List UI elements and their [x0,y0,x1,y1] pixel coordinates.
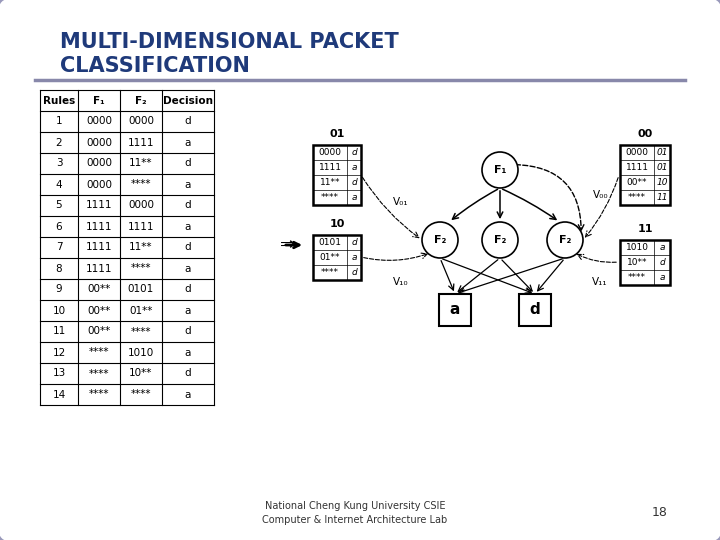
Text: ****: **** [131,327,151,336]
Text: d: d [659,258,665,267]
Text: a: a [185,348,192,357]
Text: F₂: F₂ [135,96,147,105]
FancyBboxPatch shape [620,240,670,285]
Text: F₂: F₂ [434,235,446,245]
Circle shape [422,222,458,258]
Text: 0000: 0000 [86,179,112,190]
Text: a: a [660,273,665,282]
Text: 12: 12 [53,348,66,357]
Text: 01: 01 [656,148,667,157]
Text: 11**: 11** [320,178,341,187]
Text: 0101: 0101 [128,285,154,294]
Text: F₁: F₁ [93,96,105,105]
Text: a: a [351,253,356,262]
Text: 1111: 1111 [86,221,112,232]
Text: 5: 5 [55,200,63,211]
Text: 1: 1 [55,117,63,126]
Text: ⇒: ⇒ [280,236,296,254]
Circle shape [482,222,518,258]
FancyBboxPatch shape [519,294,551,326]
Text: V₀₁: V₀₁ [393,197,409,207]
Text: d: d [351,238,357,247]
Text: 2: 2 [55,138,63,147]
Text: a: a [185,389,192,400]
Text: d: d [351,178,357,187]
Text: 01**: 01** [320,253,341,262]
Text: 1010: 1010 [626,243,649,252]
Text: 9: 9 [55,285,63,294]
Text: 3: 3 [55,159,63,168]
Circle shape [482,152,518,188]
Text: V₁₀: V₁₀ [393,277,409,287]
Text: V₀₀: V₀₀ [593,190,609,200]
Text: d: d [185,242,192,253]
Text: 00**: 00** [87,306,111,315]
Text: 0000: 0000 [86,117,112,126]
Text: 1111: 1111 [318,163,341,172]
Text: a: a [185,264,192,273]
Text: d: d [185,159,192,168]
Text: MULTI-DIMENSIONAL PACKET: MULTI-DIMENSIONAL PACKET [60,32,399,52]
Text: 1111: 1111 [86,264,112,273]
Text: a: a [185,138,192,147]
Text: ****: **** [89,368,109,379]
Text: ****: **** [89,389,109,400]
Text: National Cheng Kung University CSIE
Computer & Internet Architecture Lab: National Cheng Kung University CSIE Comp… [262,501,448,525]
Text: V₁₁: V₁₁ [592,277,608,287]
Text: d: d [351,268,357,277]
Text: 00**: 00** [87,285,111,294]
Text: a: a [185,221,192,232]
Text: 1111: 1111 [86,200,112,211]
Text: 11**: 11** [130,159,153,168]
Text: 10: 10 [656,178,667,187]
Text: 01: 01 [656,163,667,172]
Text: a: a [351,163,356,172]
Text: 00**: 00** [626,178,647,187]
Text: d: d [530,302,541,318]
Circle shape [547,222,583,258]
Text: 1111: 1111 [86,242,112,253]
Text: 11**: 11** [130,242,153,253]
Text: ****: **** [628,273,646,282]
Text: a: a [185,306,192,315]
FancyBboxPatch shape [313,145,361,205]
Text: ****: **** [131,179,151,190]
Text: 13: 13 [53,368,66,379]
Text: 11: 11 [656,193,667,202]
Text: 0000: 0000 [86,138,112,147]
Text: 10**: 10** [626,258,647,267]
Text: 18: 18 [652,507,668,519]
Text: ****: **** [131,264,151,273]
Text: 0000: 0000 [128,117,154,126]
Text: ****: **** [628,193,646,202]
Text: Rules: Rules [43,96,75,105]
Text: 10: 10 [53,306,66,315]
Text: d: d [185,117,192,126]
Text: 01: 01 [329,129,345,139]
Text: ****: **** [321,193,339,202]
Text: d: d [351,148,357,157]
Text: d: d [185,327,192,336]
Text: F₁: F₁ [494,165,506,175]
Text: 10: 10 [329,219,345,229]
Text: 0101: 0101 [318,238,341,247]
Text: a: a [185,179,192,190]
FancyBboxPatch shape [439,294,471,326]
Text: Decision: Decision [163,96,213,105]
Text: 0000: 0000 [626,148,649,157]
Text: 00**: 00** [87,327,111,336]
Text: 0000: 0000 [86,159,112,168]
Text: 1010: 1010 [128,348,154,357]
Text: 6: 6 [55,221,63,232]
Text: a: a [351,193,356,202]
Text: 1111: 1111 [127,221,154,232]
Text: 1111: 1111 [127,138,154,147]
Text: 14: 14 [53,389,66,400]
Text: F₂: F₂ [559,235,571,245]
Text: F₂: F₂ [494,235,506,245]
Text: 7: 7 [55,242,63,253]
Text: CLASSIFICATION: CLASSIFICATION [60,56,250,76]
Text: 0000: 0000 [318,148,341,157]
Text: 01**: 01** [130,306,153,315]
